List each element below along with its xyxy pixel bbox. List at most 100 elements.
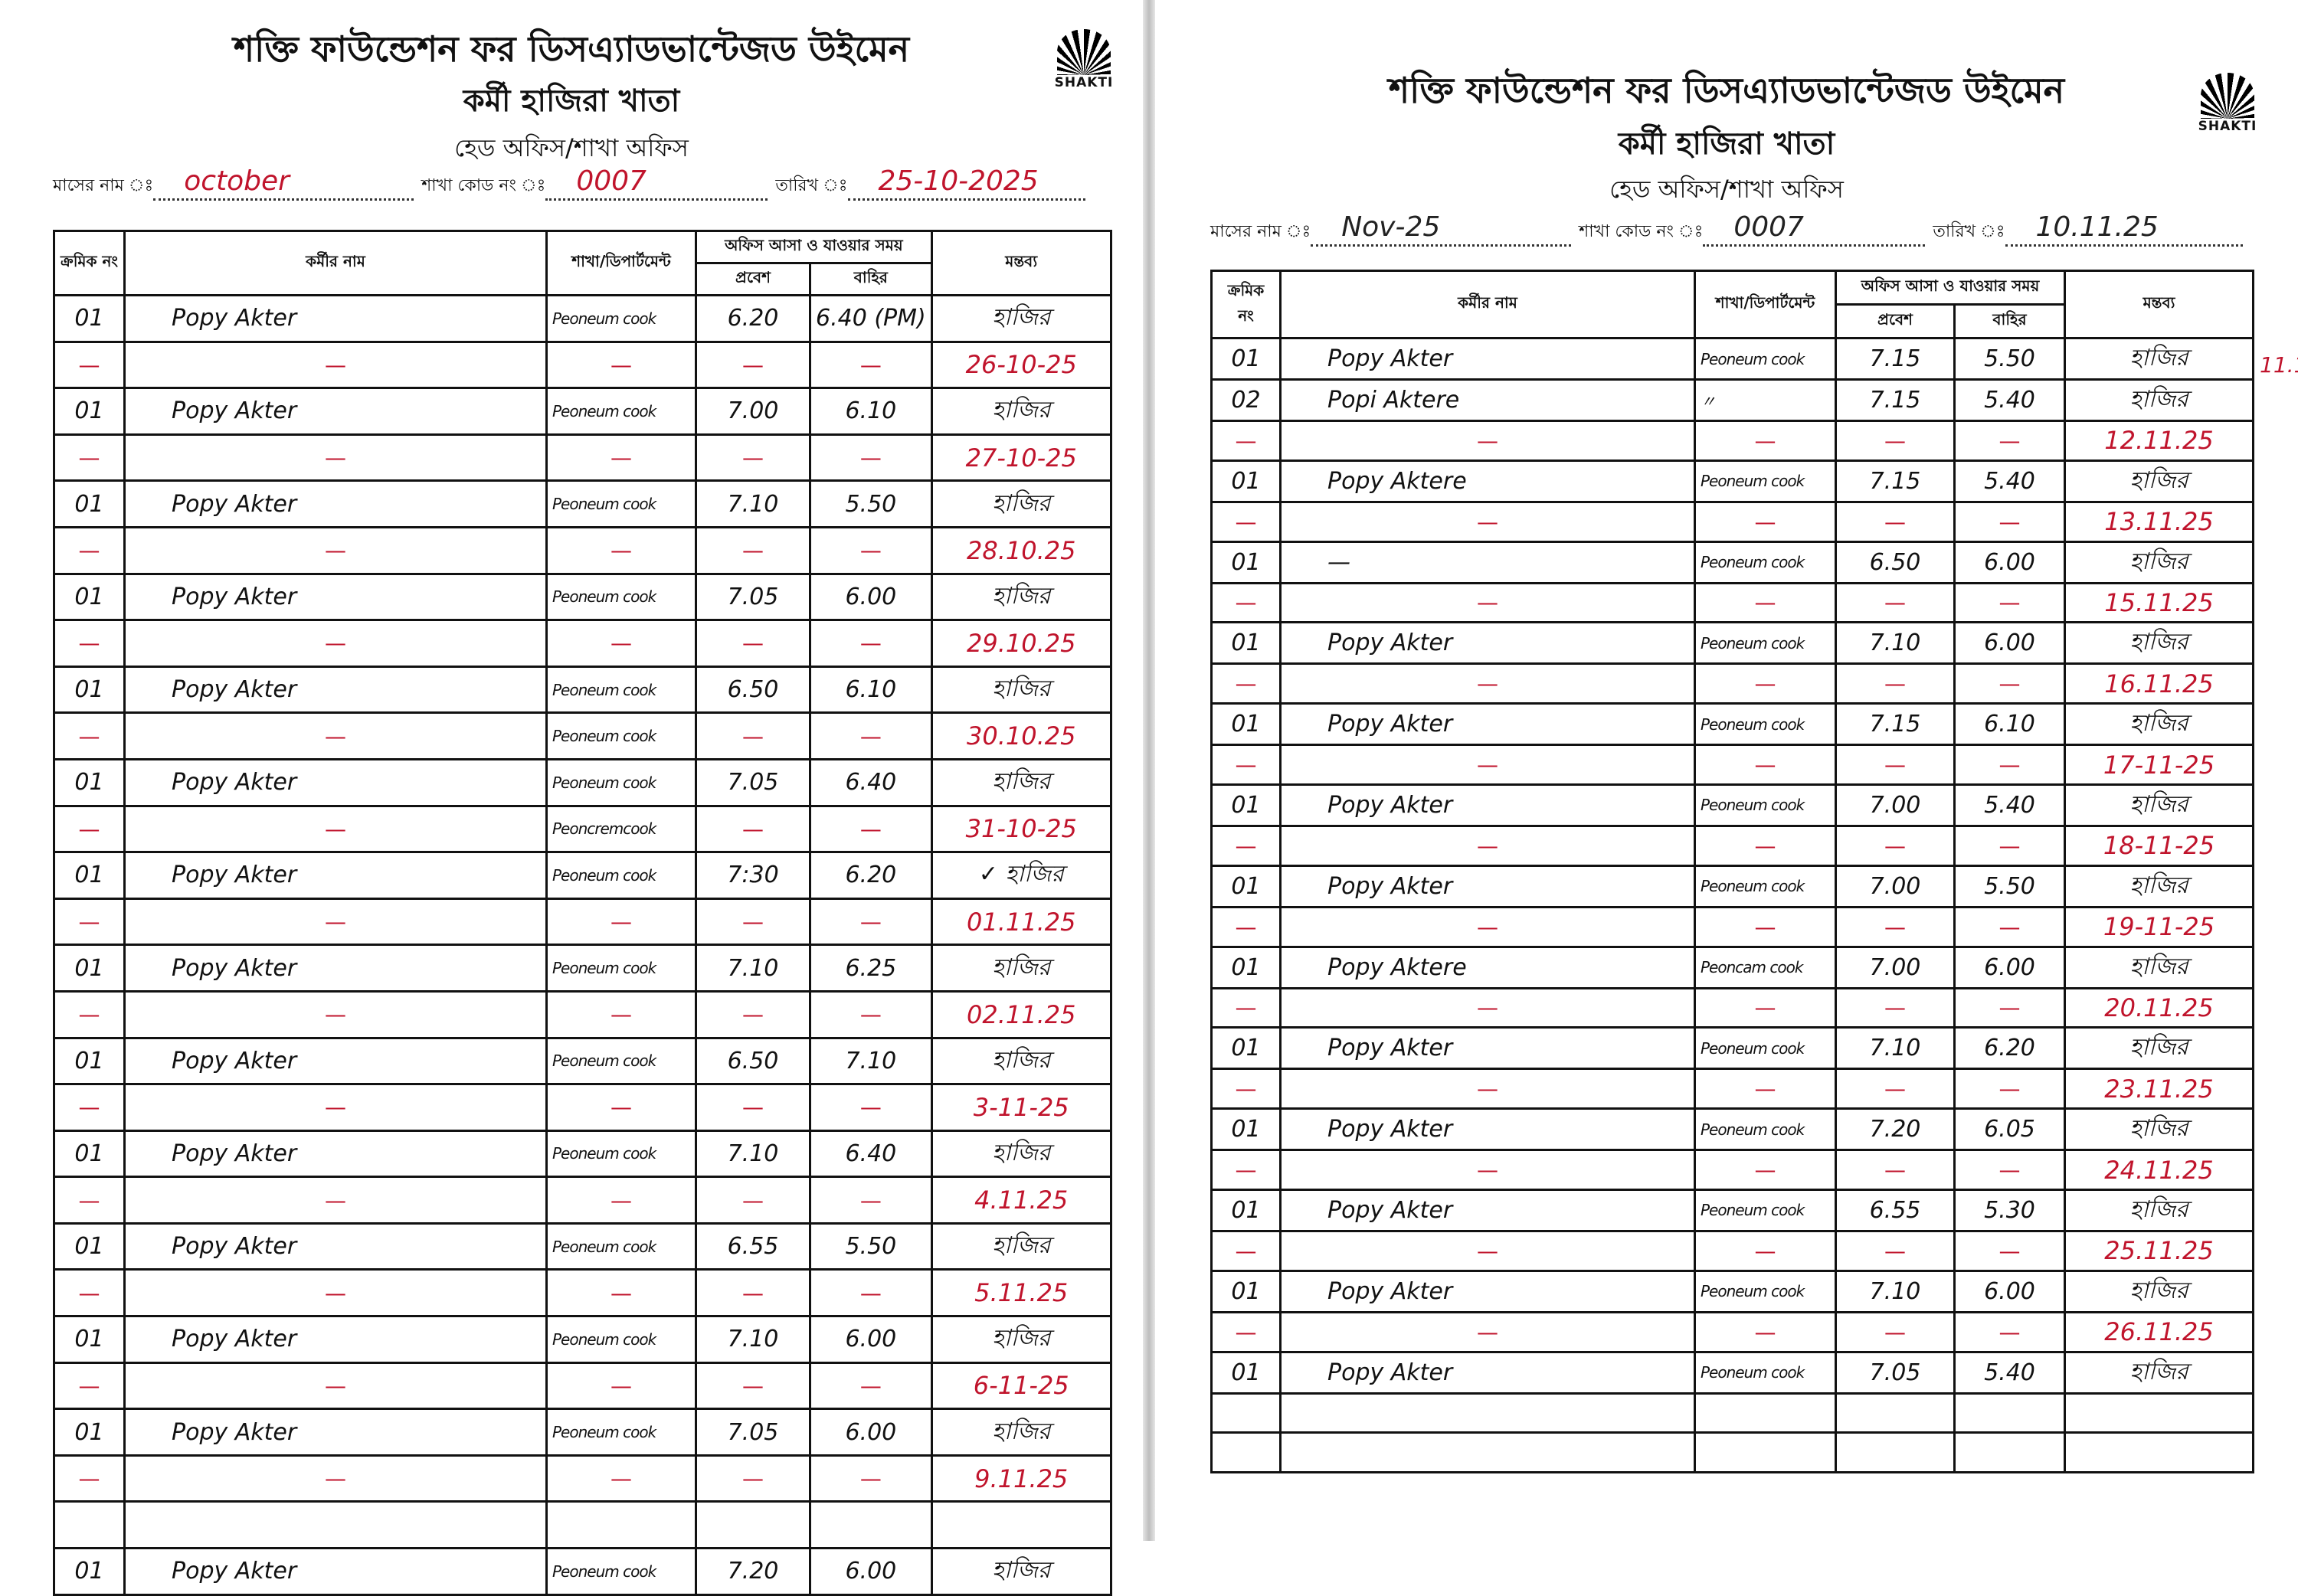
holiday-date-cell: 15.11.25 bbox=[2064, 581, 2254, 624]
dept-cell: Peoneum cook bbox=[1694, 337, 1837, 381]
entry-time-cell: 7.10 bbox=[1835, 621, 1956, 666]
holiday-date-cell: 24.11.25 bbox=[2064, 1149, 2254, 1191]
header-row: প্রবেশ বাহির bbox=[54, 262, 1111, 296]
entry-time-cell: 7.10 bbox=[695, 1315, 811, 1364]
exit-time-cell: 5.40 bbox=[1953, 378, 2066, 422]
holiday-date-cell: 17-11-25 bbox=[2064, 744, 2254, 786]
blank-cell bbox=[2064, 1431, 2254, 1474]
dash-cell: — bbox=[53, 433, 126, 482]
serial-cell: 01 bbox=[1210, 540, 1282, 584]
serial-cell: 01 bbox=[53, 1547, 126, 1596]
entry-time-cell: 7.05 bbox=[1835, 1350, 1956, 1395]
holiday-row: — — — — —26.11.25 bbox=[1210, 1310, 2254, 1353]
branch-code-field-label: শাখা কোড নং ঃ bbox=[1579, 222, 1704, 241]
holiday-row: — — Peoneum cook — —30.10.25 bbox=[53, 711, 1112, 760]
dept-cell: Peoneum cook bbox=[545, 711, 697, 760]
dash-cell: — bbox=[695, 1454, 811, 1503]
serial-cell: 01 bbox=[1210, 783, 1282, 827]
entry-time-cell: 6.50 bbox=[695, 665, 811, 715]
exit-time-cell: 6.00 bbox=[1953, 945, 2066, 989]
holiday-row: — — — — —16.11.25 bbox=[1210, 662, 2254, 705]
dash-cell: — bbox=[1953, 986, 2066, 1029]
blank-cell bbox=[1835, 1392, 1956, 1434]
dash-cell: — bbox=[1835, 1229, 1956, 1272]
holiday-row: — — — — —13.11.25 bbox=[1210, 500, 2254, 543]
dash-cell: — bbox=[1694, 1068, 1837, 1110]
dept-header: শাখা/ডিপার্টমেন্ট bbox=[1694, 270, 1837, 339]
holiday-date-cell: 13.11.25 bbox=[2064, 500, 2254, 543]
exit-time-cell: 6.05 bbox=[1953, 1107, 2066, 1152]
dash-cell: — bbox=[1953, 1149, 2066, 1191]
exit-time-cell: 5.50 bbox=[1953, 337, 2066, 381]
date-field-label: তারিখ ঃ bbox=[775, 176, 848, 195]
attendance-row: 01 Popy Akter Peoneum cook 7.10 6.25 হাজির bbox=[53, 944, 1112, 993]
dash-cell: — bbox=[1953, 1068, 2066, 1110]
serial-cell: 01 bbox=[53, 479, 126, 528]
dash-cell: — bbox=[53, 1176, 126, 1225]
attendance-row: 01 Popy Akter Peoneum cook 7.05 6.00 হাজির bbox=[53, 1408, 1112, 1457]
dash-cell: — bbox=[53, 525, 126, 575]
remarks-cell: হাজির bbox=[930, 572, 1112, 622]
dash-cell: — bbox=[123, 804, 548, 854]
time-group-header: অফিস আসা ও যাওয়ার সময় bbox=[695, 230, 933, 264]
holiday-row: — — — — —19-11-25 bbox=[1210, 905, 2254, 948]
serial-cell: 01 bbox=[1210, 621, 1282, 666]
dash-cell: — bbox=[1210, 662, 1282, 705]
month-field: Nov-25 bbox=[1311, 211, 1572, 247]
serial-cell: 01 bbox=[53, 1129, 126, 1179]
logo-text: SHAKTI bbox=[1054, 75, 1114, 90]
name-cell: Popy Akter bbox=[123, 944, 548, 993]
dash-cell: — bbox=[545, 433, 697, 482]
name-cell: Popy Akter bbox=[1279, 1107, 1696, 1152]
attendance-row: 01 Popy Akter Peoneum cook 6.55 5.30 হাজির bbox=[1210, 1188, 2254, 1232]
attendance-table: ক্রমিক নং কর্মীর নাম শাখা/ডিপার্টমেন্ট অফিস… bbox=[1210, 270, 2254, 1474]
dash-cell: — bbox=[695, 433, 811, 482]
exit-time-cell: 6.00 bbox=[809, 1408, 933, 1457]
dash-cell: — bbox=[695, 1268, 811, 1318]
holiday-row: — — — — —28.10.25 bbox=[53, 525, 1112, 575]
dash-cell: — bbox=[1694, 1310, 1837, 1353]
attendance-row: 01 Popy Akter Peoneum cook 7.10 6.00 হাজির bbox=[1210, 621, 2254, 666]
blank-cell bbox=[1210, 1392, 1282, 1434]
remarks-cell: হাজির bbox=[930, 1129, 1112, 1179]
holiday-row: — — — — —12.11.25 bbox=[1210, 420, 2254, 462]
entry-time-cell: 7.00 bbox=[1835, 864, 1956, 908]
attendance-sheet-october: শক্তি ফাউন্ডেশন ফর ডিসএ্যাডভান্টেজড উইমে… bbox=[0, 0, 1143, 1596]
holiday-date-cell: 26-10-25 bbox=[930, 340, 1112, 390]
dash-cell: — bbox=[1279, 744, 1696, 786]
holiday-date-cell: 01.11.25 bbox=[930, 897, 1112, 947]
dash-cell: — bbox=[1694, 1229, 1837, 1272]
empty-row bbox=[1210, 1392, 2254, 1434]
exit-time-cell: 6.25 bbox=[809, 944, 933, 993]
dash-cell: — bbox=[1953, 420, 2066, 462]
dash-cell: — bbox=[1210, 1310, 1282, 1353]
dash-cell: — bbox=[1694, 581, 1837, 624]
branch-code-field-value: 0007 bbox=[1733, 211, 1804, 243]
dash-cell: — bbox=[123, 1454, 548, 1503]
name-cell: Popy Akter bbox=[1279, 702, 1696, 747]
holiday-row: — — — — —17-11-25 bbox=[1210, 744, 2254, 786]
remarks-cell: হাজির bbox=[930, 387, 1112, 436]
sun-logo-icon bbox=[1057, 29, 1111, 75]
serial-cell: 01 bbox=[53, 387, 126, 436]
date-field: 10.11.25 bbox=[2005, 211, 2243, 247]
entry-time-cell: 7.05 bbox=[695, 1408, 811, 1457]
name-cell: Popy Akter bbox=[123, 1222, 548, 1271]
remarks-cell: হাজির bbox=[2064, 337, 2254, 381]
exit-header: বাহির bbox=[1953, 303, 2066, 339]
blank-cell bbox=[1694, 1431, 1837, 1474]
exit-time-cell: 6.20 bbox=[809, 851, 933, 900]
remarks-cell: হাজির bbox=[2064, 459, 2254, 503]
serial-cell: 01 bbox=[1210, 864, 1282, 908]
name-cell: Popy Akter bbox=[1279, 1188, 1696, 1232]
date-field-value: 10.11.25 bbox=[2035, 211, 2159, 243]
holiday-row: — — — — —5.11.25 bbox=[53, 1268, 1112, 1318]
remarks-cell: হাজির bbox=[2064, 1107, 2254, 1152]
holiday-date-cell: 02.11.25 bbox=[930, 989, 1112, 1039]
exit-time-cell: 6.20 bbox=[1953, 1026, 2066, 1071]
serial-cell: 01 bbox=[1210, 1269, 1282, 1313]
attendance-row: 01 Popy Akter Peoneum cook 7.05 6.40 হাজির bbox=[53, 757, 1112, 807]
holiday-date-cell: 30.10.25 bbox=[930, 711, 1112, 760]
serial-cell: 01 bbox=[1210, 337, 1282, 381]
holiday-row: — — — — —27-10-25 bbox=[53, 433, 1112, 482]
